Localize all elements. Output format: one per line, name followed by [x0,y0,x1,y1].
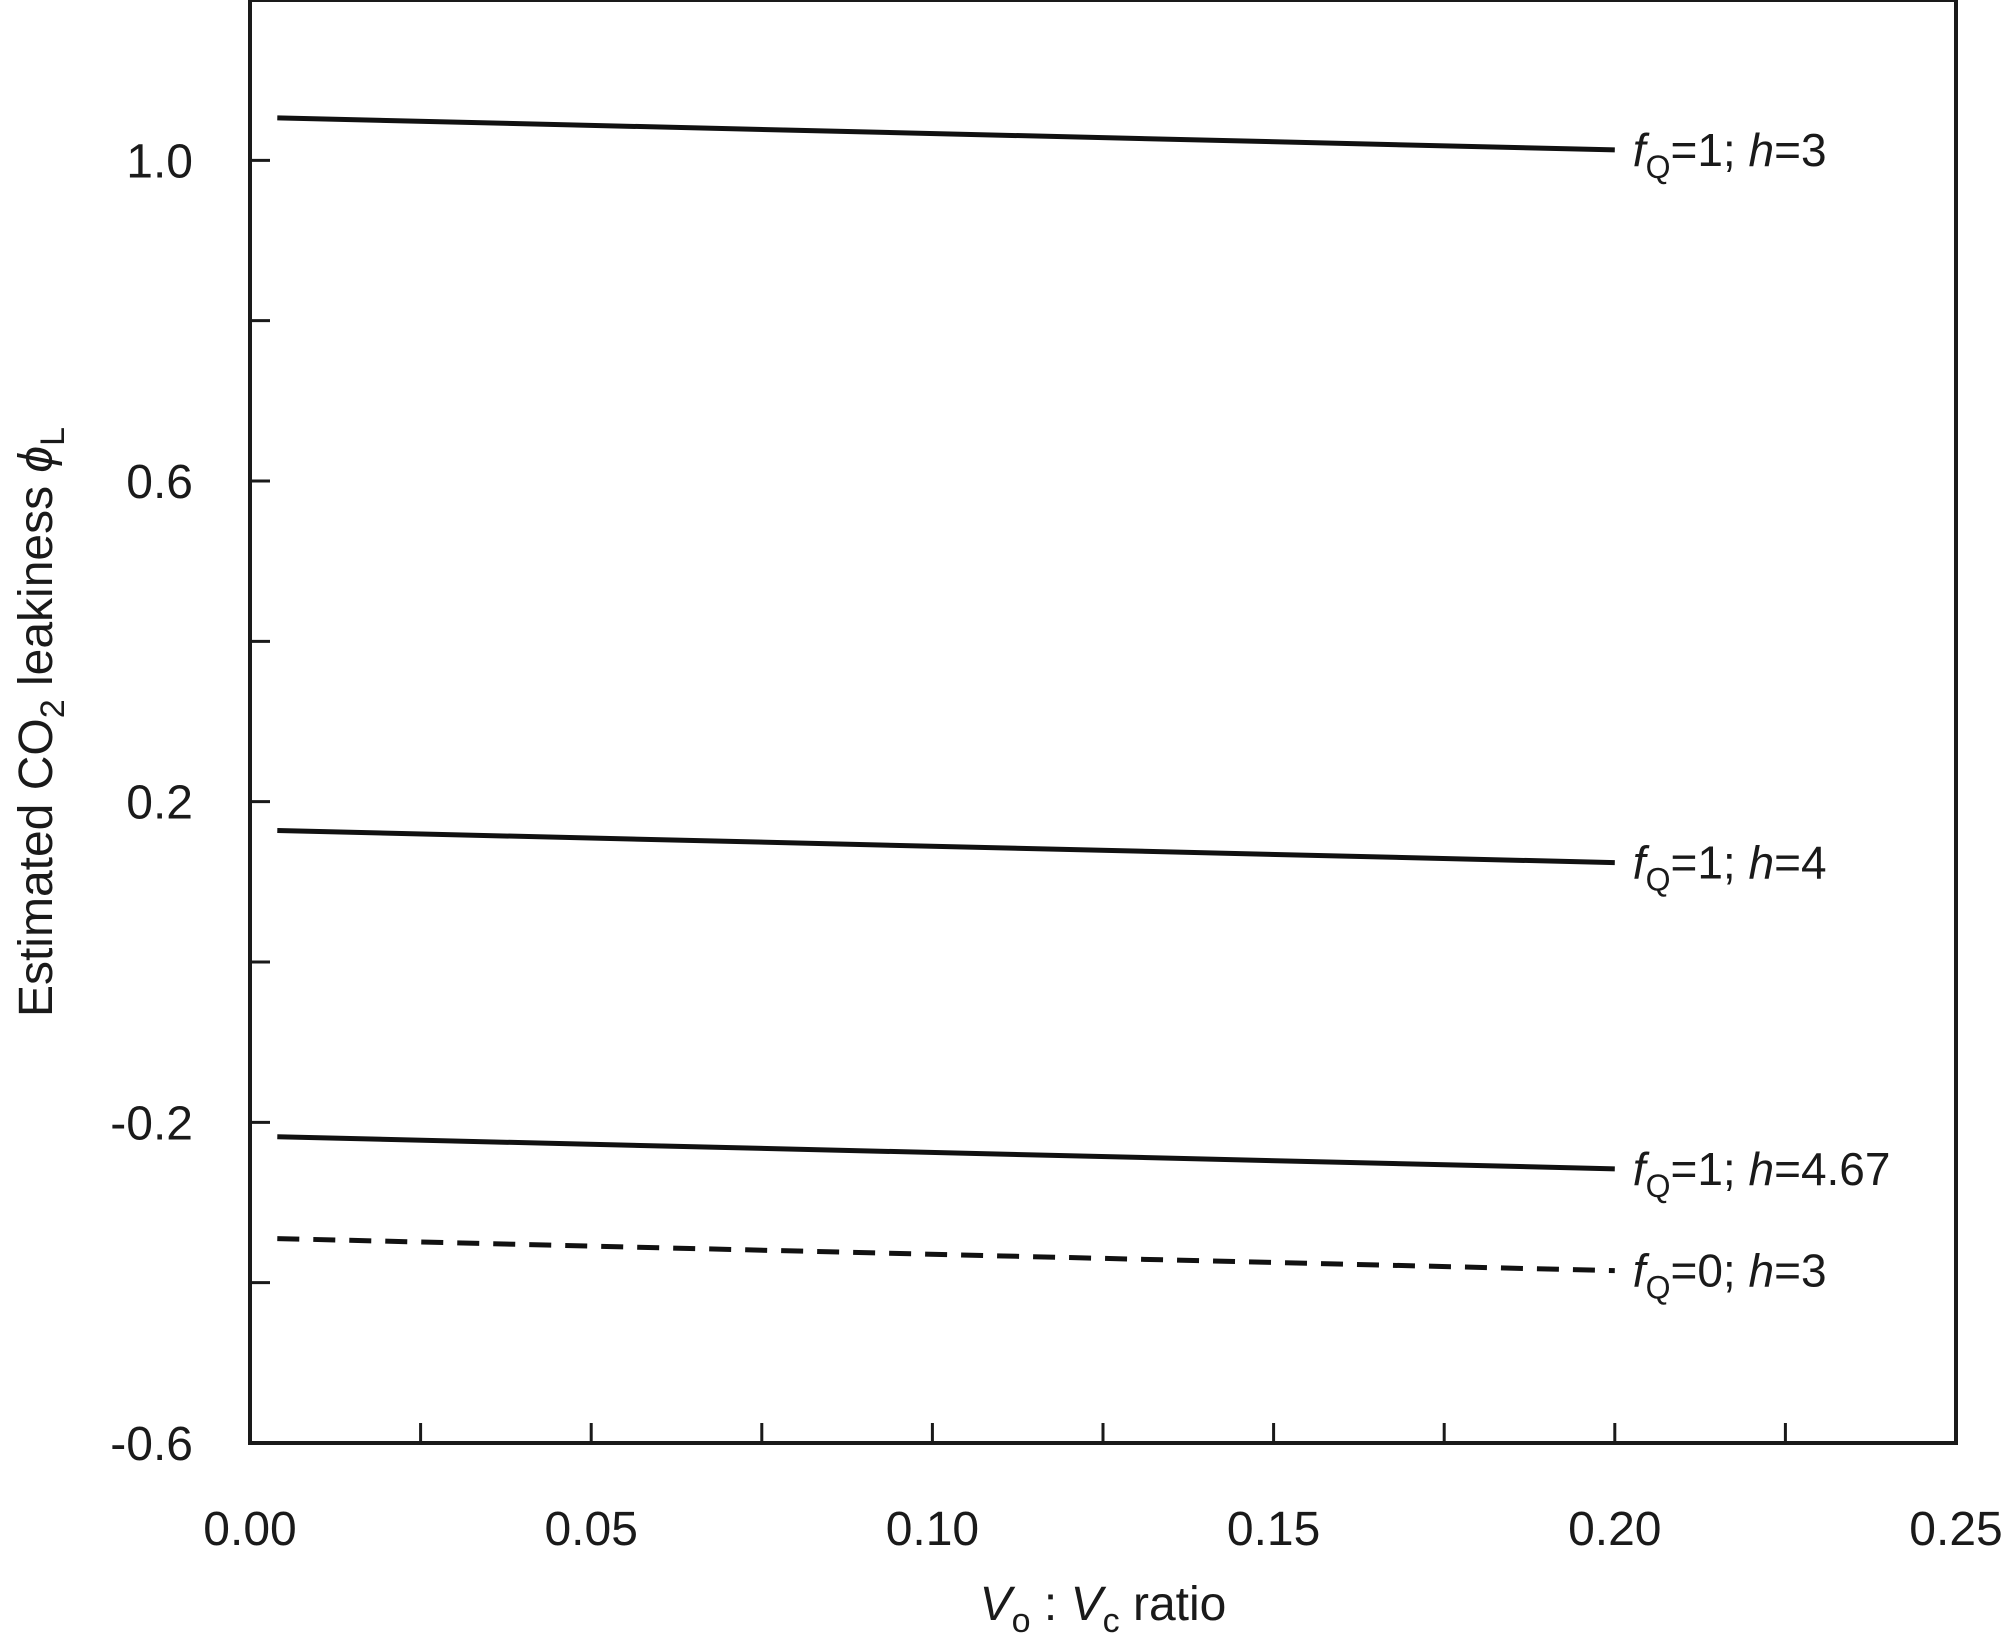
text-part: : [1031,1578,1071,1631]
y-minor-ticks [250,319,270,1285]
text-part: ratio [1120,1578,1227,1631]
series-label: fQ=0; h=3 [1633,1245,1827,1306]
y-tick-label: -0.6 [110,1418,193,1471]
text-part: =3 [1774,124,1826,176]
text-part: ϕ [10,446,63,473]
series-label: fQ=1; h=4.67 [1633,1143,1891,1204]
text-part: =1; [1670,124,1748,176]
subscript: Q [1646,149,1671,185]
x-axis-ticks: 0.00 0.05 0.10 0.15 0.20 0.25 [203,1423,2003,1556]
y-axis-title: Estimated CO2 leakiness ϕL [10,427,72,1017]
series-line [277,115,1615,153]
y-tick-label: 0.2 [126,777,193,830]
subscript: Q [1646,1168,1671,1204]
subscript: L [34,427,72,446]
series-label: fQ=1; h=4 [1633,837,1827,898]
subscript: Q [1646,862,1671,898]
x-tick-label: 0.05 [544,1503,637,1556]
x-tick-label: 0.15 [1227,1503,1320,1556]
text-part: =3 [1774,1245,1826,1297]
subscript: c [1103,1602,1120,1634]
y-axis-ticks: -0.6 -0.2 0.2 0.6 1.0 [110,135,270,1471]
subscript: 2 [34,699,72,718]
text-part: leakiness [10,473,63,700]
text-part: V [980,1578,1016,1631]
text-part: f [1633,124,1650,176]
text-part: =4 [1774,837,1826,889]
x-tick-label: 0.20 [1568,1503,1661,1556]
series-line [277,828,1615,866]
subscript: o [1012,1602,1031,1634]
text-part: V [1071,1578,1107,1631]
text-part: =1; [1670,837,1748,889]
x-tick-label: 0.10 [886,1503,979,1556]
text-part: f [1633,1245,1650,1297]
series-line [277,1236,1615,1274]
series-group [277,115,1615,1274]
text-part: h [1748,124,1774,176]
series-label: fQ=1; h=3 [1633,124,1827,185]
text-part: h [1748,1245,1774,1297]
y-tick-label: -0.2 [110,1097,193,1150]
x-tick-label: 0.00 [203,1503,296,1556]
y-tick-label: 0.6 [126,456,193,509]
plot-frame [248,0,1958,1445]
text-part: Estimated CO [10,718,63,1017]
y-tick-label: 1.0 [126,135,193,188]
text-part: =0; [1670,1245,1748,1297]
text-part: f [1633,837,1650,889]
text-part: =1; [1670,1143,1748,1195]
x-axis-title: Vo : Vc ratio [980,1578,1227,1634]
subscript: Q [1646,1270,1671,1306]
text-part: h [1748,1143,1774,1195]
x-tick-label: 0.25 [1909,1503,2002,1556]
text-part: h [1748,837,1774,889]
text-part: =4.67 [1774,1143,1890,1195]
series-line [277,1134,1615,1172]
text-part: f [1633,1143,1650,1195]
